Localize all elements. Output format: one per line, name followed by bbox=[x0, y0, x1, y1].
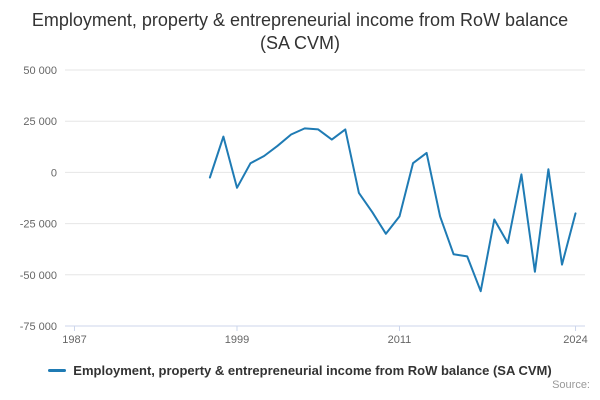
chart-title: Employment, property & entrepreneurial i… bbox=[31, 10, 569, 53]
line-chart-plot-area: 50 000 25 000 0 -25 000 -50 000 -75 000 1987 19… bbox=[20, 65, 588, 345]
y-axis-tick-label: -50 000 bbox=[20, 270, 57, 282]
legend-label: Employment, property & entrepreneurial i… bbox=[73, 363, 552, 378]
y-axis-tick-label: 0 bbox=[51, 167, 57, 179]
y-axis-tick-label: 25 000 bbox=[23, 116, 57, 128]
x-axis-tick-label: 2011 bbox=[388, 334, 412, 345]
y-axis-tick-label: 50 000 bbox=[23, 65, 57, 77]
x-axis-tick-label: 1999 bbox=[225, 334, 249, 345]
legend: Employment, property & entrepreneurial i… bbox=[0, 363, 600, 378]
x-axis-tick-label: 2024 bbox=[563, 334, 587, 345]
series-line[interactable] bbox=[208, 127, 577, 293]
legend-item[interactable]: Employment, property & entrepreneurial i… bbox=[48, 363, 552, 378]
y-axis-tick-label: -25 000 bbox=[20, 219, 57, 231]
x-axis-tick-label: 1987 bbox=[62, 334, 86, 345]
legend-line-symbol bbox=[48, 369, 67, 372]
y-axis-tick-label: -75 000 bbox=[20, 321, 57, 333]
source-credit: Source: bbox=[552, 379, 590, 391]
